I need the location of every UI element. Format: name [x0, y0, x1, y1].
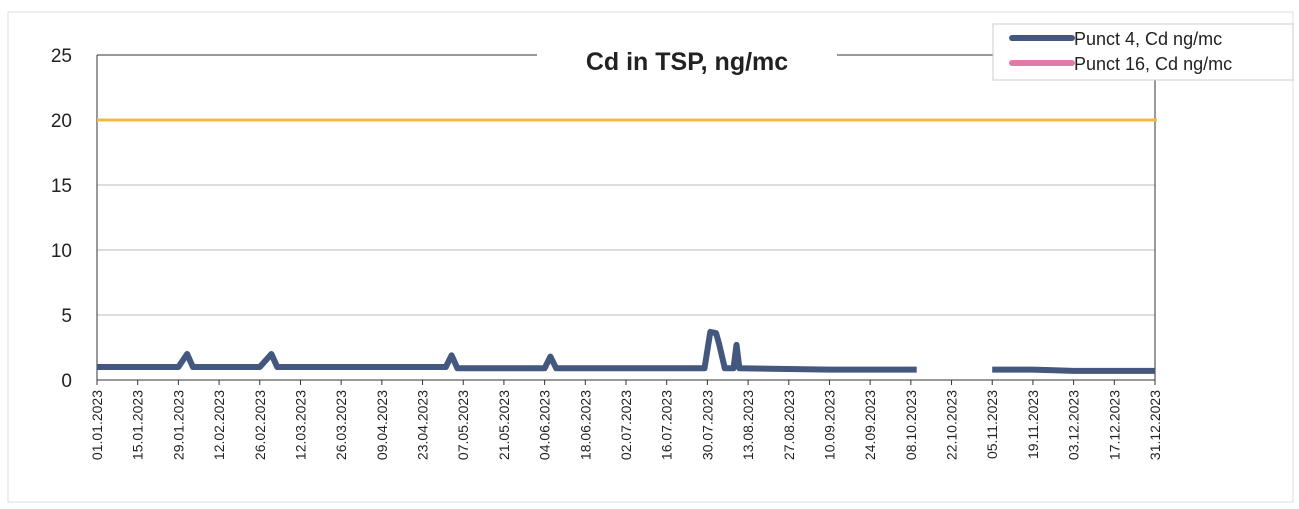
x-tick-label: 19.11.2023 [1025, 390, 1041, 459]
y-tick-label: 5 [61, 306, 72, 327]
x-tick-label: 01.01.2023 [89, 390, 105, 460]
x-tick-label: 21.05.2023 [496, 390, 512, 460]
x-tick-label: 22.10.2023 [944, 390, 960, 460]
legend-label: Punct 16, Cd ng/mc [1074, 54, 1232, 74]
x-tick-label: 13.08.2023 [740, 390, 756, 460]
chart-title: Cd in TSP, ng/mc [586, 48, 788, 76]
legend-box [992, 23, 1294, 81]
x-tick-label: 29.01.2023 [170, 390, 186, 460]
x-tick-label: 18.06.2023 [577, 390, 593, 460]
x-tick-label: 27.08.2023 [781, 390, 797, 460]
x-tick-label: 12.03.2023 [292, 390, 308, 460]
y-tick-label: 25 [51, 46, 72, 67]
x-tick-label: 03.12.2023 [1066, 390, 1082, 460]
y-tick-label: 0 [61, 371, 72, 392]
legend-label: Punct 4, Cd ng/mc [1074, 29, 1222, 49]
x-tick-label: 05.11.2023 [984, 390, 1000, 459]
x-tick-label: 16.07.2023 [659, 390, 675, 460]
title-bg [537, 44, 837, 72]
x-tick-label: 04.06.2023 [537, 390, 553, 460]
x-tick-label: 24.09.2023 [862, 390, 878, 460]
x-tick-label: 15.01.2023 [130, 390, 146, 460]
y-tick-label: 15 [51, 176, 72, 197]
x-tick-label: 31.12.2023 [1147, 390, 1163, 460]
x-tick-label: 26.03.2023 [333, 390, 349, 460]
x-tick-label: 09.04.2023 [374, 390, 390, 460]
x-tick-label: 02.07.2023 [618, 390, 634, 460]
chart-frame [7, 11, 1294, 503]
x-tick-label: 08.10.2023 [903, 390, 919, 460]
x-tick-label: 17.12.2023 [1106, 390, 1122, 460]
x-tick-label: 10.09.2023 [821, 390, 837, 460]
x-tick-label: 26.02.2023 [252, 390, 268, 460]
x-tick-label: 12.02.2023 [211, 390, 227, 460]
series-line [97, 328, 1155, 374]
x-tick-label: 07.05.2023 [455, 390, 471, 460]
x-tick-label: 23.04.2023 [415, 390, 431, 460]
y-tick-label: 10 [51, 241, 72, 262]
x-tick-label: 30.07.2023 [699, 390, 715, 460]
y-tick-label: 20 [51, 111, 72, 132]
